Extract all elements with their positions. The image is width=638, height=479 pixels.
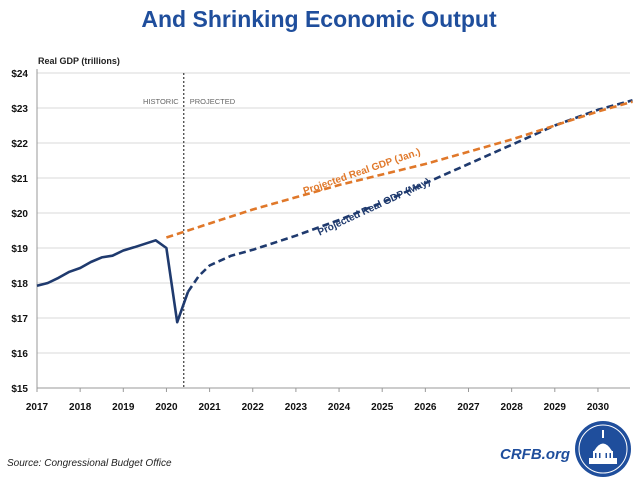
- y-tick-label: $19: [11, 244, 28, 255]
- source-note: Source: Congressional Budget Office: [7, 458, 172, 469]
- x-tick-label: 2028: [501, 402, 524, 413]
- x-tick-label: 2020: [155, 402, 178, 413]
- y-tick-label: $15: [11, 384, 28, 395]
- chart-title: And Shrinking Economic Output: [141, 6, 497, 32]
- x-tick-label: 2022: [242, 402, 265, 413]
- y-tick-label: $24: [11, 69, 28, 80]
- x-tick-label: 2017: [26, 402, 49, 413]
- x-tick-label: 2030: [587, 402, 610, 413]
- y-tick-label: $16: [11, 349, 28, 360]
- capitol-logo: [575, 421, 631, 477]
- x-tick-label: 2024: [328, 402, 351, 413]
- x-tick-label: 2029: [544, 402, 567, 413]
- grid-lines: [37, 72, 630, 354]
- x-tick-label: 2018: [69, 402, 92, 413]
- y-tick-label: $17: [11, 314, 28, 325]
- x-tick-label: 2019: [112, 402, 135, 413]
- series-line-historic: [36, 239, 190, 324]
- x-tick-label: 2021: [198, 402, 221, 413]
- y-axis-title: Real GDP (trillions): [38, 56, 120, 66]
- y-tick-label: $23: [11, 104, 28, 115]
- x-tick-label: 2027: [457, 402, 480, 413]
- historic-label: HISTORIC: [143, 97, 179, 106]
- brand-link[interactable]: CRFB.org: [500, 446, 570, 463]
- y-tick-label: $20: [11, 209, 28, 220]
- y-tick-label: $22: [11, 139, 28, 150]
- y-tick-label: $21: [11, 174, 28, 185]
- x-tick-label: 2026: [414, 402, 437, 413]
- series-lines: [36, 99, 633, 324]
- axes: $15 $16 $17 $18 $19 $20 $21 $22 $23 $24 2017 2018 20…: [11, 69, 630, 413]
- projected-label: PROJECTED: [190, 97, 236, 106]
- y-tick-label: $18: [11, 279, 28, 290]
- series-line-projected-jan: [165, 100, 633, 239]
- series-labels: Projected Real GDP (Jan.)Projected Real …: [302, 147, 432, 239]
- x-tick-label: 2025: [371, 402, 394, 413]
- x-tick-label: 2023: [285, 402, 308, 413]
- historic-projected-divider: HISTORIC PROJECTED: [143, 73, 236, 388]
